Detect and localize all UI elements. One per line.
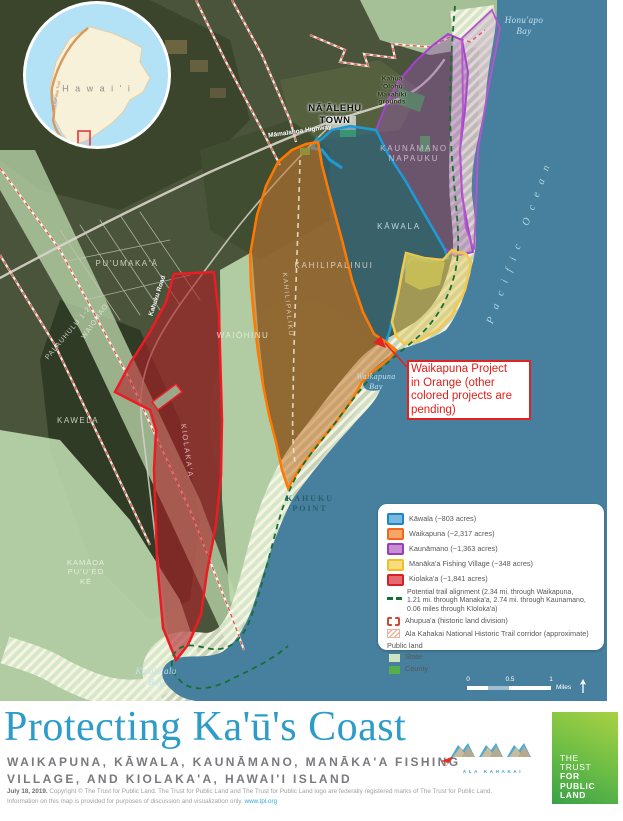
legend-item-waikapuna: Waikapuna (~2,317 acres) — [387, 528, 595, 541]
fine-print-date: July 18, 2019. — [7, 788, 48, 795]
kawala-swatch — [387, 513, 404, 525]
page-subtitle: WAIKAPUNA, KĀWALA, KAUNĀMANO, MANĀKA'A F… — [7, 755, 461, 787]
legend-label: County — [405, 664, 429, 674]
trail-dash-icon — [387, 596, 403, 600]
corridor-swatch — [387, 629, 400, 639]
legend-public-land-header: Public land — [387, 641, 423, 651]
legend-item-kiolakaa: Kiolaka'a (~1,841 acres) — [387, 573, 595, 586]
inset-trail-line — [50, 27, 89, 146]
legend-label: Ahupua'a (historic land division) — [405, 616, 508, 626]
map-canvas: Honu'apo Bay NĀ'ĀLEHU TOWN Kahua 'Olohū … — [0, 0, 607, 701]
fine-print: July 18, 2019. Copyright © The Trust for… — [7, 787, 552, 807]
tpl-logo: THE TRUST FOR PUBLIC LAND — [552, 712, 618, 804]
fine-print-disclaimer: Information on this map is provided for … — [7, 797, 245, 805]
scale-bar-segments — [467, 686, 551, 690]
legend-item-kaunamano: Kaunāmano (~1,363 acres) — [387, 543, 595, 556]
legend-panel: Kāwala (~803 acres) Waikapuna (~2,317 ac… — [378, 504, 604, 674]
north-arrow-icon — [579, 679, 587, 693]
state-swatch — [389, 653, 400, 662]
callout-box: Waikapuna Project in Orange (other color… — [407, 360, 531, 421]
legend-item-kawala: Kāwala (~803 acres) — [387, 513, 595, 525]
scale-ticks: 0 0.5 1 — [455, 676, 605, 684]
page-title: Protecting Ka'ū's Coast — [4, 704, 407, 750]
waikapuna-swatch — [387, 528, 404, 541]
legend-label: Kiolaka'a (~1,841 acres) — [409, 574, 488, 584]
scale-bar: 0 0.5 1 Miles — [455, 676, 605, 693]
polygon-kiolakaa — [113, 270, 224, 663]
legend-label: Potential trail alignment (2.34 mi. thro… — [407, 588, 586, 613]
footer: Protecting Ka'ū's Coast WAIKAPUNA, KĀWAL… — [0, 701, 623, 821]
fine-print-copyright: Copyright © The Trust for Public Land. T… — [49, 788, 493, 795]
kiolakaa-sliver — [150, 382, 184, 412]
tpl-link[interactable]: www.tpl.org — [244, 797, 278, 805]
inset-locator-map — [23, 1, 171, 149]
tpl-logo-line: PUBLIC — [560, 780, 596, 791]
polygon-manakaa-solid — [405, 253, 445, 290]
tpl-logo-line: TRUST — [560, 762, 592, 773]
callout-arrow — [373, 336, 408, 368]
legend-item-manakaa: Manāka'a Fishing Village (~348 acres) — [387, 558, 595, 571]
cursor-icon — [441, 756, 454, 769]
legend-label: Kaunāmano (~1,363 acres) — [409, 544, 498, 553]
tpl-logo-line: FOR — [560, 771, 580, 782]
scale-unit: Miles — [556, 684, 572, 691]
scale-tick: 0.5 — [505, 676, 515, 683]
inset-project-extent — [77, 130, 91, 146]
legend-item-trail: Potential trail alignment (2.34 mi. thro… — [387, 589, 595, 614]
kiolakaa-swatch — [387, 573, 404, 586]
legend-label: Waikapuna (~2,317 acres) — [409, 528, 495, 538]
scale-tick: 0 — [466, 676, 470, 683]
legend-label: Kāwala (~803 acres) — [409, 513, 477, 523]
waikapuna-inner-boundary — [291, 159, 301, 463]
legend-item-corridor: Ala Kahakai National Historic Trail corr… — [387, 628, 595, 639]
legend-item-county: County — [389, 664, 595, 674]
polygon-kaunamano-coastal — [459, 8, 501, 251]
ala-kahakai-logo-text: ALA KAHAKAI — [462, 769, 524, 774]
tpl-logo-line: LAND — [560, 789, 587, 800]
ala-kahakai-logo: ALA KAHAKAI — [449, 739, 537, 774]
kaunamano-swatch — [387, 543, 404, 556]
county-swatch — [389, 665, 400, 674]
trail-alignment-line — [170, 5, 460, 690]
legend-label: Manāka'a Fishing Village (~348 acres) — [409, 559, 533, 569]
tpl-logo-line: THE — [560, 753, 579, 763]
legend-item-state: State — [389, 652, 595, 662]
manakaa-swatch — [387, 558, 404, 571]
scale-tick: 1 — [549, 676, 553, 683]
legend-label: State — [405, 652, 423, 662]
ala-kahakai-mountains-icon — [451, 743, 531, 757]
legend-item-ahupuaa: Ahupua'a (historic land division) — [387, 616, 595, 627]
ahupuaa-swatch — [387, 617, 400, 627]
legend-label: Ala Kahakai National Historic Trail corr… — [405, 628, 589, 638]
